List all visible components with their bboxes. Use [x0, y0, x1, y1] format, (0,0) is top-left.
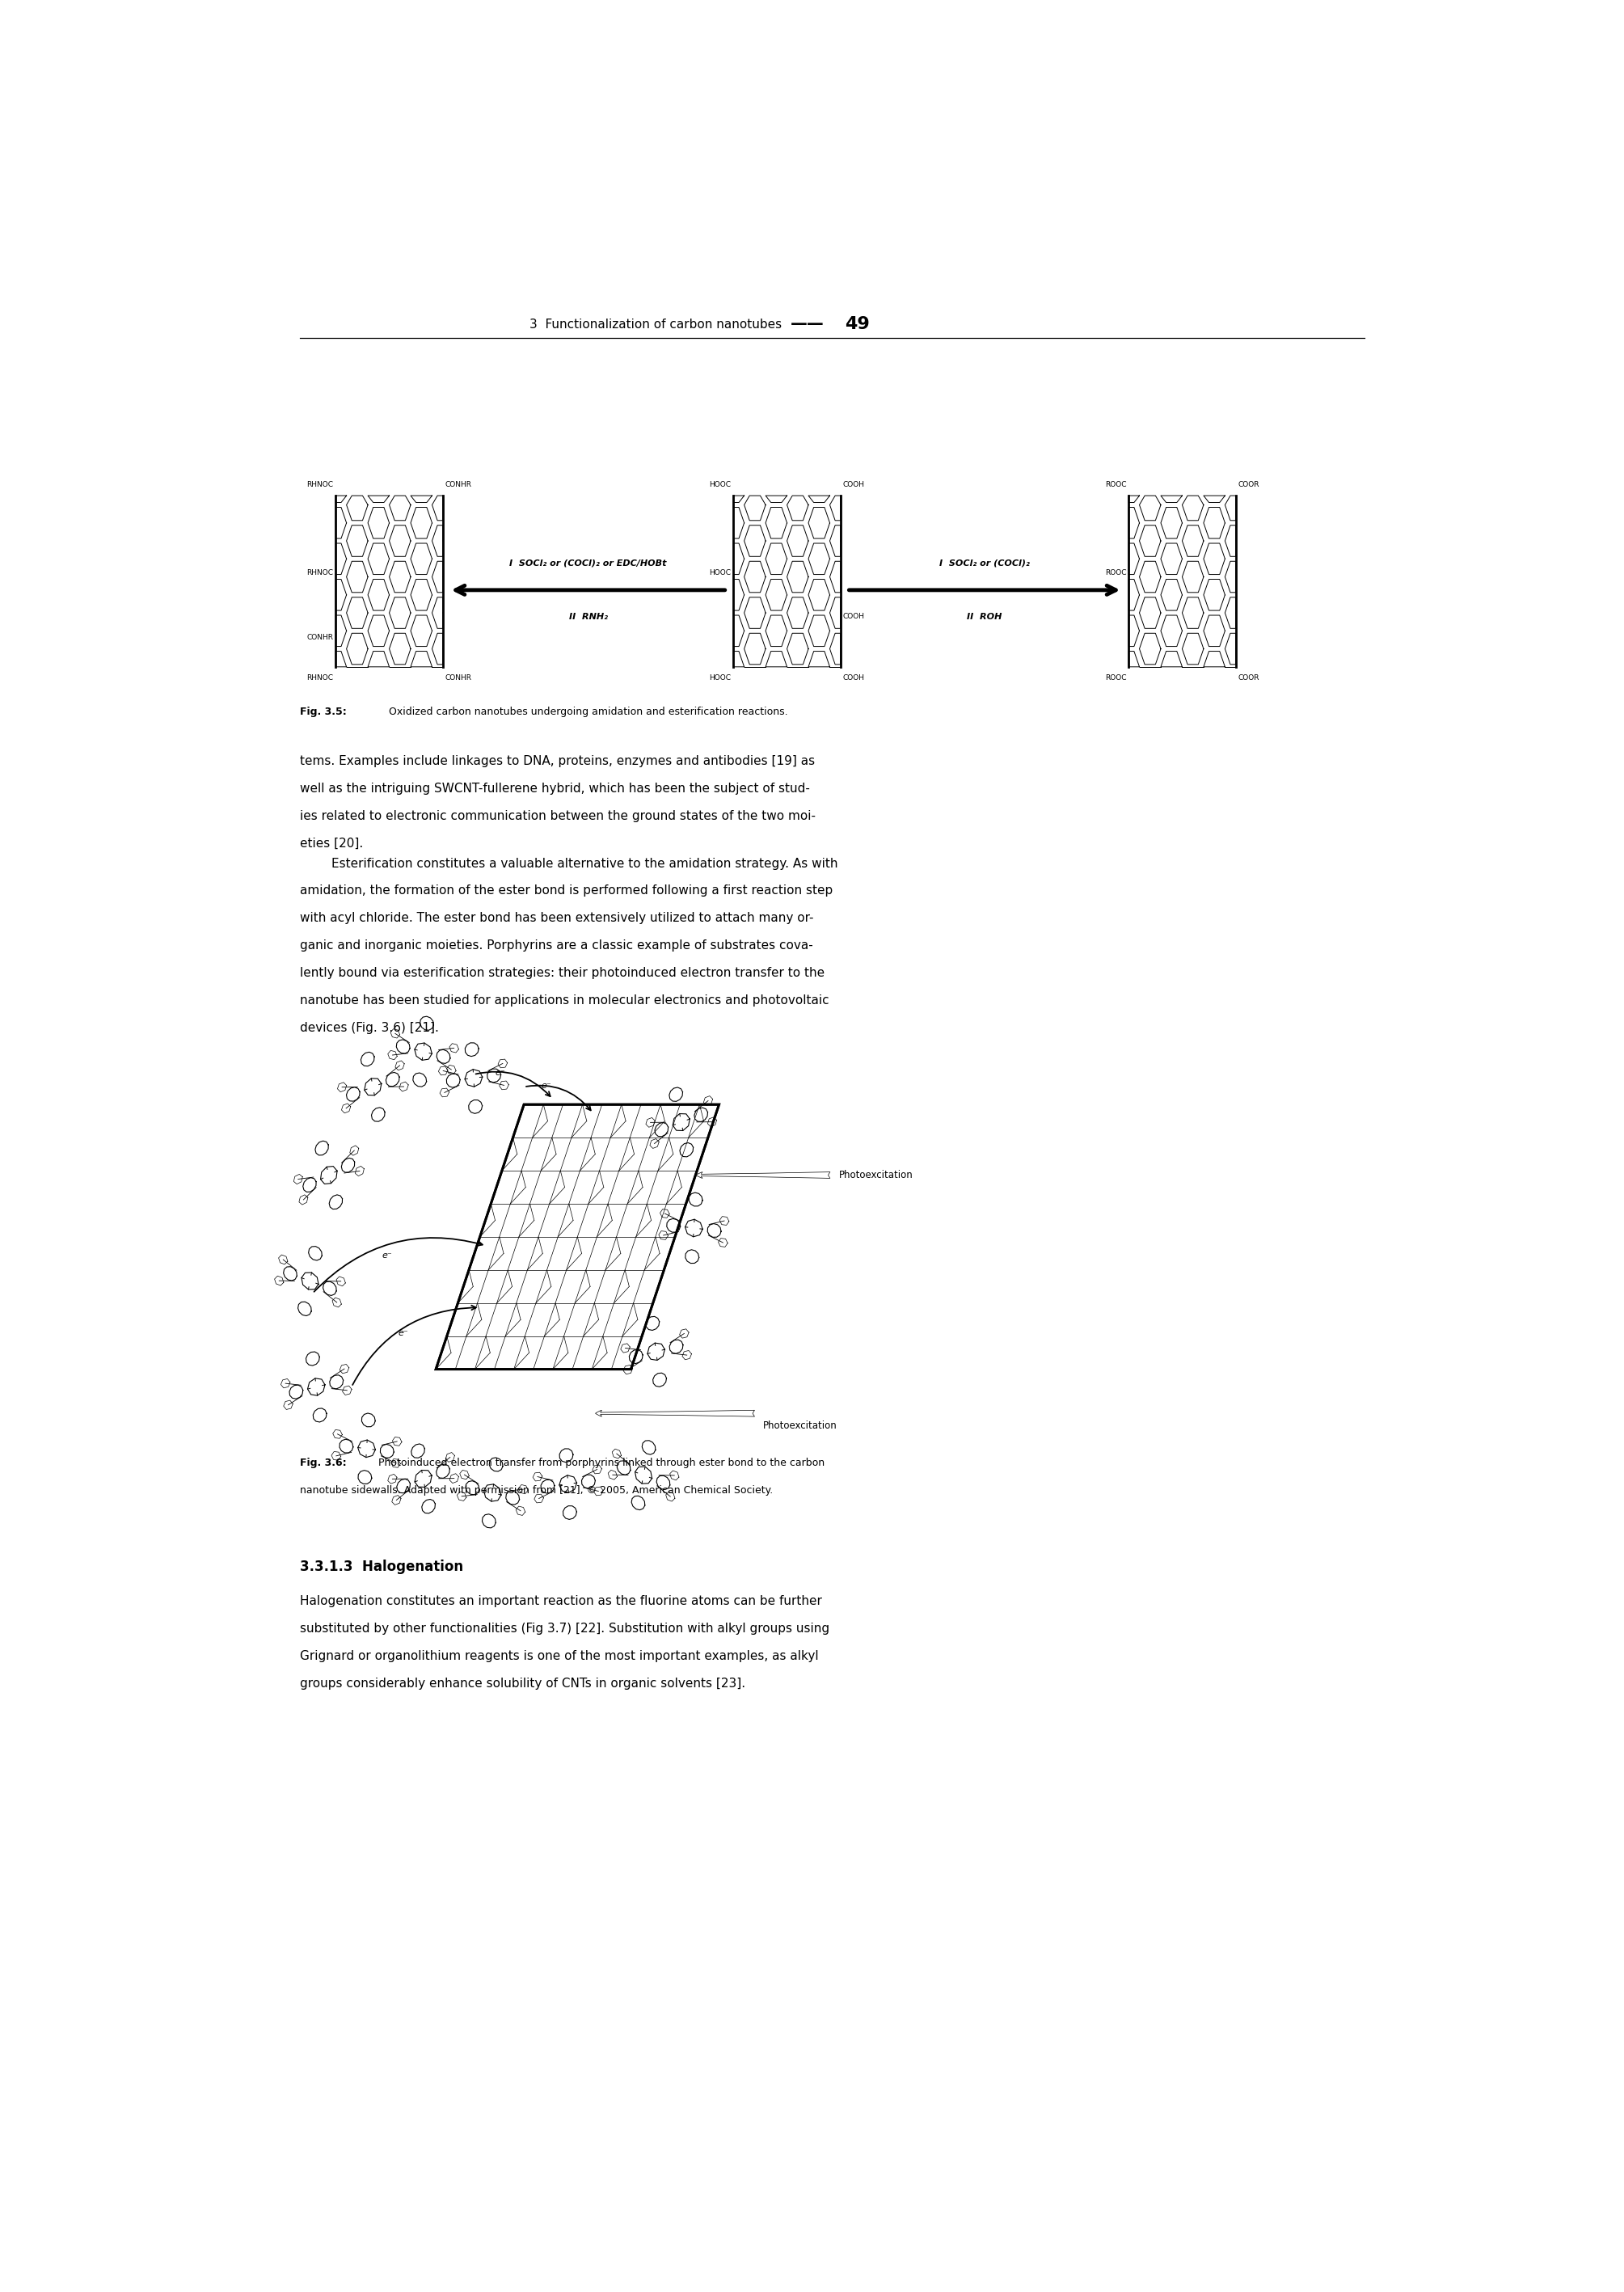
Text: 3  Functionalization of carbon nanotubes: 3 Functionalization of carbon nanotubes	[529, 319, 783, 330]
Text: RHNOC: RHNOC	[307, 568, 333, 575]
Text: lently bound via esterification strategies: their photoinduced electron transfer: lently bound via esterification strategi…	[300, 967, 825, 979]
Bar	[1129, 495, 1236, 667]
Text: HOOC: HOOC	[710, 568, 731, 575]
Text: eties [20].: eties [20].	[300, 837, 364, 850]
Text: Photoexcitation: Photoexcitation	[838, 1169, 913, 1180]
Text: COOH: COOH	[843, 481, 866, 488]
Text: ganic and inorganic moieties. Porphyrins are a classic example of substrates cov: ganic and inorganic moieties. Porphyrins…	[300, 940, 814, 951]
Text: e⁻: e⁻	[495, 1068, 505, 1077]
Text: ROOC: ROOC	[1104, 568, 1125, 575]
Text: 49: 49	[844, 316, 870, 332]
Text: COOH: COOH	[843, 612, 866, 621]
Text: II  RNH₂: II RNH₂	[568, 612, 607, 621]
Bar	[734, 495, 841, 667]
Text: Fig. 3.6:: Fig. 3.6:	[300, 1458, 346, 1467]
Text: with acyl chloride. The ester bond has been extensively utilized to attach many : with acyl chloride. The ester bond has b…	[300, 912, 814, 924]
Text: e⁻: e⁻	[398, 1329, 408, 1336]
Text: ROOC: ROOC	[1104, 481, 1125, 488]
Text: Esterification constitutes a valuable alternative to the amidation strategy. As : Esterification constitutes a valuable al…	[300, 857, 838, 869]
Bar	[336, 495, 443, 667]
Text: I  SOCl₂ or (COCl)₂ or EDC/HOBt: I SOCl₂ or (COCl)₂ or EDC/HOBt	[510, 559, 667, 566]
Text: II  ROH: II ROH	[966, 612, 1002, 621]
Text: tems. Examples include linkages to DNA, proteins, enzymes and antibodies [19] as: tems. Examples include linkages to DNA, …	[300, 754, 815, 768]
Text: I  SOCl₂ or (COCl)₂: I SOCl₂ or (COCl)₂	[939, 559, 1030, 566]
Text: well as the intriguing SWCNT-fullerene hybrid, which has been the subject of stu: well as the intriguing SWCNT-fullerene h…	[300, 782, 810, 795]
Text: e⁻: e⁻	[541, 1082, 551, 1091]
Text: CONHR: CONHR	[445, 481, 473, 488]
Text: 3.3.1.3  Halogenation: 3.3.1.3 Halogenation	[300, 1561, 463, 1575]
Text: e⁻: e⁻	[382, 1251, 391, 1258]
Text: devices (Fig. 3.6) [21].: devices (Fig. 3.6) [21].	[300, 1022, 438, 1034]
Text: nanotube sidewalls. Adapted with permission from [21], © 2005, American Chemical: nanotube sidewalls. Adapted with permiss…	[300, 1485, 773, 1494]
Text: RHNOC: RHNOC	[307, 481, 333, 488]
Text: Grignard or organolithium reagents is one of the most important examples, as alk: Grignard or organolithium reagents is on…	[300, 1650, 818, 1662]
Text: CONHR: CONHR	[445, 674, 473, 681]
Polygon shape	[435, 1105, 719, 1368]
Text: groups considerably enhance solubility of CNTs in organic solvents [23].: groups considerably enhance solubility o…	[300, 1678, 745, 1689]
Text: HOOC: HOOC	[710, 674, 731, 681]
Text: ROOC: ROOC	[1104, 674, 1125, 681]
Text: Halogenation constitutes an important reaction as the fluorine atoms can be furt: Halogenation constitutes an important re…	[300, 1595, 822, 1607]
Text: Fig. 3.5:: Fig. 3.5:	[300, 706, 346, 717]
Text: ——: ——	[791, 316, 823, 332]
Text: Photoexcitation: Photoexcitation	[763, 1421, 838, 1430]
Text: amidation, the formation of the ester bond is performed following a first reacti: amidation, the formation of the ester bo…	[300, 885, 833, 896]
Text: CONHR: CONHR	[307, 635, 333, 642]
Text: COOR: COOR	[1237, 674, 1260, 681]
Text: Photoinduced electron transfer from porphyrins linked through ester bond to the : Photoinduced electron transfer from porp…	[375, 1458, 825, 1467]
Text: HOOC: HOOC	[710, 481, 731, 488]
Text: ies related to electronic communication between the ground states of the two moi: ies related to electronic communication …	[300, 809, 815, 823]
Text: COOR: COOR	[1237, 481, 1260, 488]
Text: RHNOC: RHNOC	[307, 674, 333, 681]
Text: substituted by other functionalities (Fig 3.7) [22]. Substitution with alkyl gro: substituted by other functionalities (Fi…	[300, 1623, 830, 1634]
Text: Oxidized carbon nanotubes undergoing amidation and esterification reactions.: Oxidized carbon nanotubes undergoing ami…	[385, 706, 788, 717]
Text: nanotube has been studied for applications in molecular electronics and photovol: nanotube has been studied for applicatio…	[300, 995, 830, 1006]
Text: COOH: COOH	[843, 674, 866, 681]
